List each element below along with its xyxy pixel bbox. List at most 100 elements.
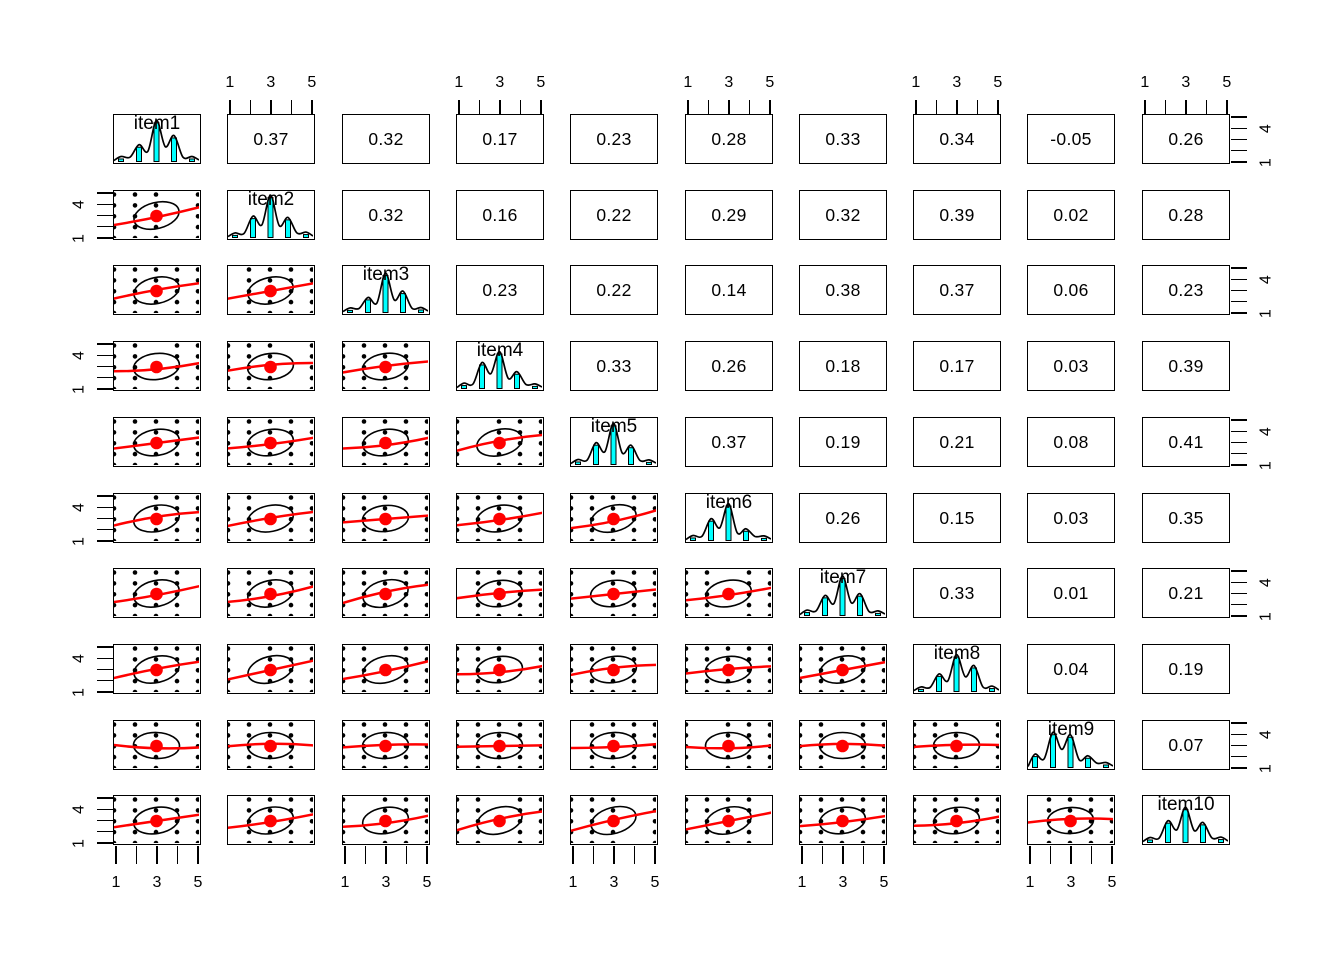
data-point [610,570,616,575]
correlation-cell-item3-item6: 0.14 [685,265,773,315]
data-point [1109,808,1113,813]
axis-tick-label: 5 [536,74,546,91]
mean-point [722,663,735,677]
scatter-panel-item2-item3 [227,265,315,315]
data-point [589,797,595,802]
scatter-svg [571,722,656,768]
scatter-panel-item2-item5 [227,417,315,467]
data-point [246,299,252,305]
data-point [174,538,180,541]
data-point [725,840,731,843]
data-point [932,722,938,727]
histogram-bar [804,612,810,616]
data-point [457,765,460,768]
mean-point [1064,814,1077,828]
axis-tick [96,529,113,531]
scatter-svg [343,495,428,541]
scatter-panel-item5-item6 [570,493,658,543]
data-point [114,506,117,511]
scatter-panel-item4-item6 [456,493,544,543]
data-point [589,678,595,684]
histogram-bar [496,353,503,389]
data-point [153,506,159,511]
histogram-bar [514,373,520,389]
data-point [228,506,231,511]
data-point [309,343,313,348]
axis-tick-label: 5 [1107,874,1117,891]
data-point [704,797,710,802]
data-point [195,278,199,283]
data-point [686,733,689,738]
data-point [746,754,752,760]
mean-point [150,512,163,526]
data-point [457,527,460,533]
data-point [818,678,824,684]
axis-tick-label: 1 [683,74,693,91]
data-point [228,441,231,446]
data-point [424,613,428,616]
data-point [382,495,388,500]
scatter-panel-item6-item7 [685,568,773,618]
data-point [457,646,460,651]
data-point [246,375,252,381]
data-point [953,797,959,802]
data-point [517,419,523,424]
data-point [725,797,731,802]
axis-tick-label: 1 [1257,460,1275,471]
data-point [610,538,616,541]
data-point [195,840,199,843]
axis-tick [1090,845,1093,864]
data-point [686,754,689,760]
data-point [610,765,616,768]
data-point [767,581,771,586]
data-point [361,386,367,389]
data-point [517,722,523,727]
axis-tick [249,99,252,114]
histogram-bar [1147,839,1153,843]
data-point [953,722,959,727]
axis-tick [519,99,522,114]
data-point [538,646,542,651]
axis-tick [956,99,958,114]
scatter-panel-item4-item5 [456,417,544,467]
axis-tick [96,365,113,368]
data-point [382,733,388,738]
correlation-value: 0.32 [368,128,404,149]
data-point [228,462,231,465]
histogram-bar [593,444,599,465]
data-point [1046,808,1052,813]
data-point [652,517,656,522]
mean-point [379,360,392,374]
scatter-panel-item6-item8 [685,644,773,694]
data-point [800,733,803,738]
data-point [153,613,159,616]
correlation-cell-item4-item7: 0.18 [799,341,887,391]
axis-tick [364,845,367,864]
data-point [881,819,885,824]
data-point [571,840,574,843]
data-point [288,538,294,541]
data-point [174,451,180,457]
data-point [288,722,294,727]
data-point [746,722,752,727]
data-point [343,840,346,843]
data-point [132,462,138,465]
data-point [228,365,231,370]
correlation-value: 0.35 [1168,507,1204,528]
data-point [953,733,959,738]
data-point [496,646,502,651]
histogram-bar [875,612,881,616]
histogram-bar [365,299,371,313]
data-point [228,354,231,359]
mean-point [379,814,392,828]
data-point [246,722,252,727]
data-point [132,733,138,738]
data-point [114,527,117,533]
data-point [704,657,710,662]
data-point [114,765,117,768]
density-curve [1028,731,1113,767]
mean-point [150,360,163,374]
correlation-cell-item3-item5: 0.22 [570,265,658,315]
correlation-cell-item4-item10: 0.39 [1142,341,1230,391]
data-point [153,462,159,465]
